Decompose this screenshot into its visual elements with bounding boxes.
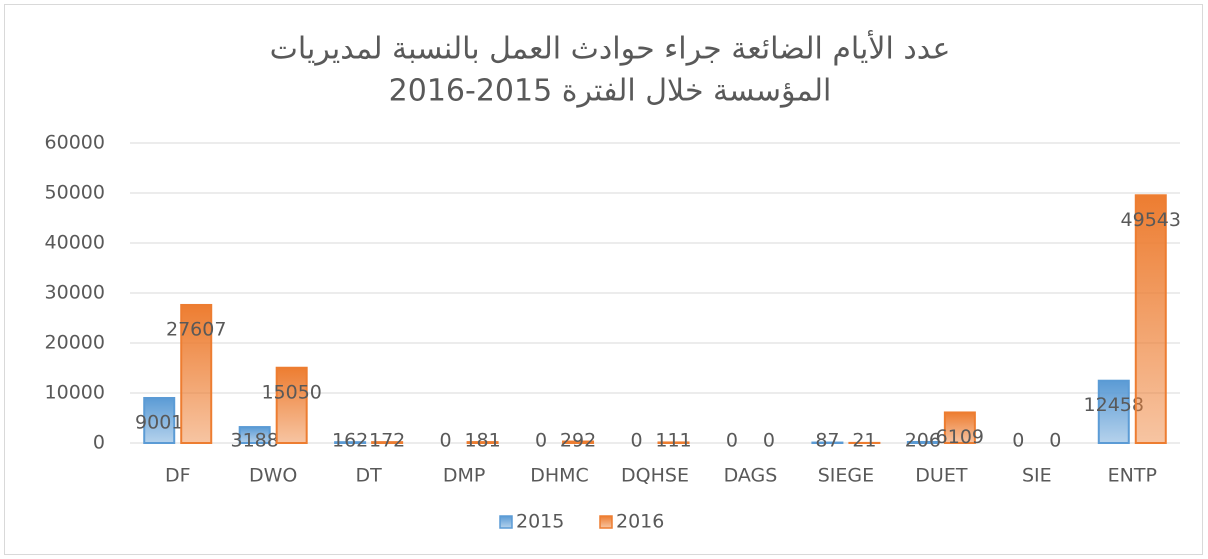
x-tick-label: SIEGE bbox=[818, 465, 874, 487]
data-label: 111 bbox=[655, 430, 691, 452]
bar bbox=[906, 440, 939, 445]
data-label: 0 bbox=[1012, 430, 1024, 452]
bar bbox=[371, 441, 404, 445]
bar bbox=[466, 441, 499, 445]
data-label: 15050 bbox=[261, 381, 321, 403]
x-tick-label: DAGS bbox=[724, 465, 778, 487]
legend-label: 2016 bbox=[616, 511, 664, 533]
chart-title: عدد الأيام الضائعة جراء حوادث العمل بالن… bbox=[270, 29, 951, 67]
x-tick-label: DUET bbox=[915, 465, 968, 487]
x-tick-label: DF bbox=[165, 465, 191, 487]
y-tick-label: 60000 bbox=[45, 132, 105, 154]
y-tick-label: 30000 bbox=[45, 282, 105, 304]
data-label: 0 bbox=[535, 430, 547, 452]
bar bbox=[143, 396, 176, 444]
data-label: 49543 bbox=[1121, 209, 1181, 231]
chart-title: المؤسسة خلال الفترة 2015-2016 bbox=[389, 74, 832, 109]
data-label: 9001 bbox=[135, 411, 183, 433]
x-tick-label: ENTP bbox=[1108, 465, 1157, 487]
data-label: 162 bbox=[332, 430, 368, 452]
data-label: 87 bbox=[815, 430, 839, 452]
y-tick-label: 0 bbox=[93, 432, 105, 454]
x-tick-label: DQHSE bbox=[621, 465, 689, 487]
bar bbox=[562, 440, 595, 445]
legend-swatch bbox=[499, 515, 513, 529]
data-label: 181 bbox=[464, 430, 500, 452]
chart-border bbox=[4, 4, 1203, 555]
legend-label: 2015 bbox=[516, 511, 564, 533]
x-tick-label: DHMC bbox=[530, 465, 589, 487]
data-label: 172 bbox=[369, 430, 405, 452]
data-label: 12458 bbox=[1084, 394, 1144, 416]
y-tick-label: 40000 bbox=[45, 232, 105, 254]
data-label: 6109 bbox=[936, 426, 984, 448]
data-label: 0 bbox=[440, 430, 452, 452]
x-tick-label: DT bbox=[356, 465, 383, 487]
bar bbox=[334, 441, 367, 445]
bar bbox=[1134, 194, 1167, 444]
data-label: 0 bbox=[726, 430, 738, 452]
bar bbox=[1097, 379, 1130, 444]
x-tick-label: DMP bbox=[443, 465, 485, 487]
bar bbox=[275, 366, 308, 444]
data-label: 0 bbox=[1049, 430, 1061, 452]
legend-swatch bbox=[599, 515, 613, 529]
bar bbox=[943, 411, 976, 444]
data-label: 27607 bbox=[166, 318, 226, 340]
data-label: 0 bbox=[763, 430, 775, 452]
data-label: 206 bbox=[905, 430, 941, 452]
data-label: 0 bbox=[630, 430, 642, 452]
x-tick-label: DWO bbox=[249, 465, 297, 487]
bar bbox=[238, 426, 271, 444]
x-tick-label: SIE bbox=[1022, 465, 1052, 487]
bar bbox=[180, 303, 213, 444]
data-label: 3188 bbox=[231, 430, 279, 452]
bar bbox=[657, 441, 690, 445]
y-tick-label: 20000 bbox=[45, 332, 105, 354]
data-label: 292 bbox=[560, 430, 596, 452]
data-label: 21 bbox=[852, 430, 876, 452]
y-tick-label: 10000 bbox=[45, 382, 105, 404]
y-tick-label: 50000 bbox=[45, 182, 105, 204]
